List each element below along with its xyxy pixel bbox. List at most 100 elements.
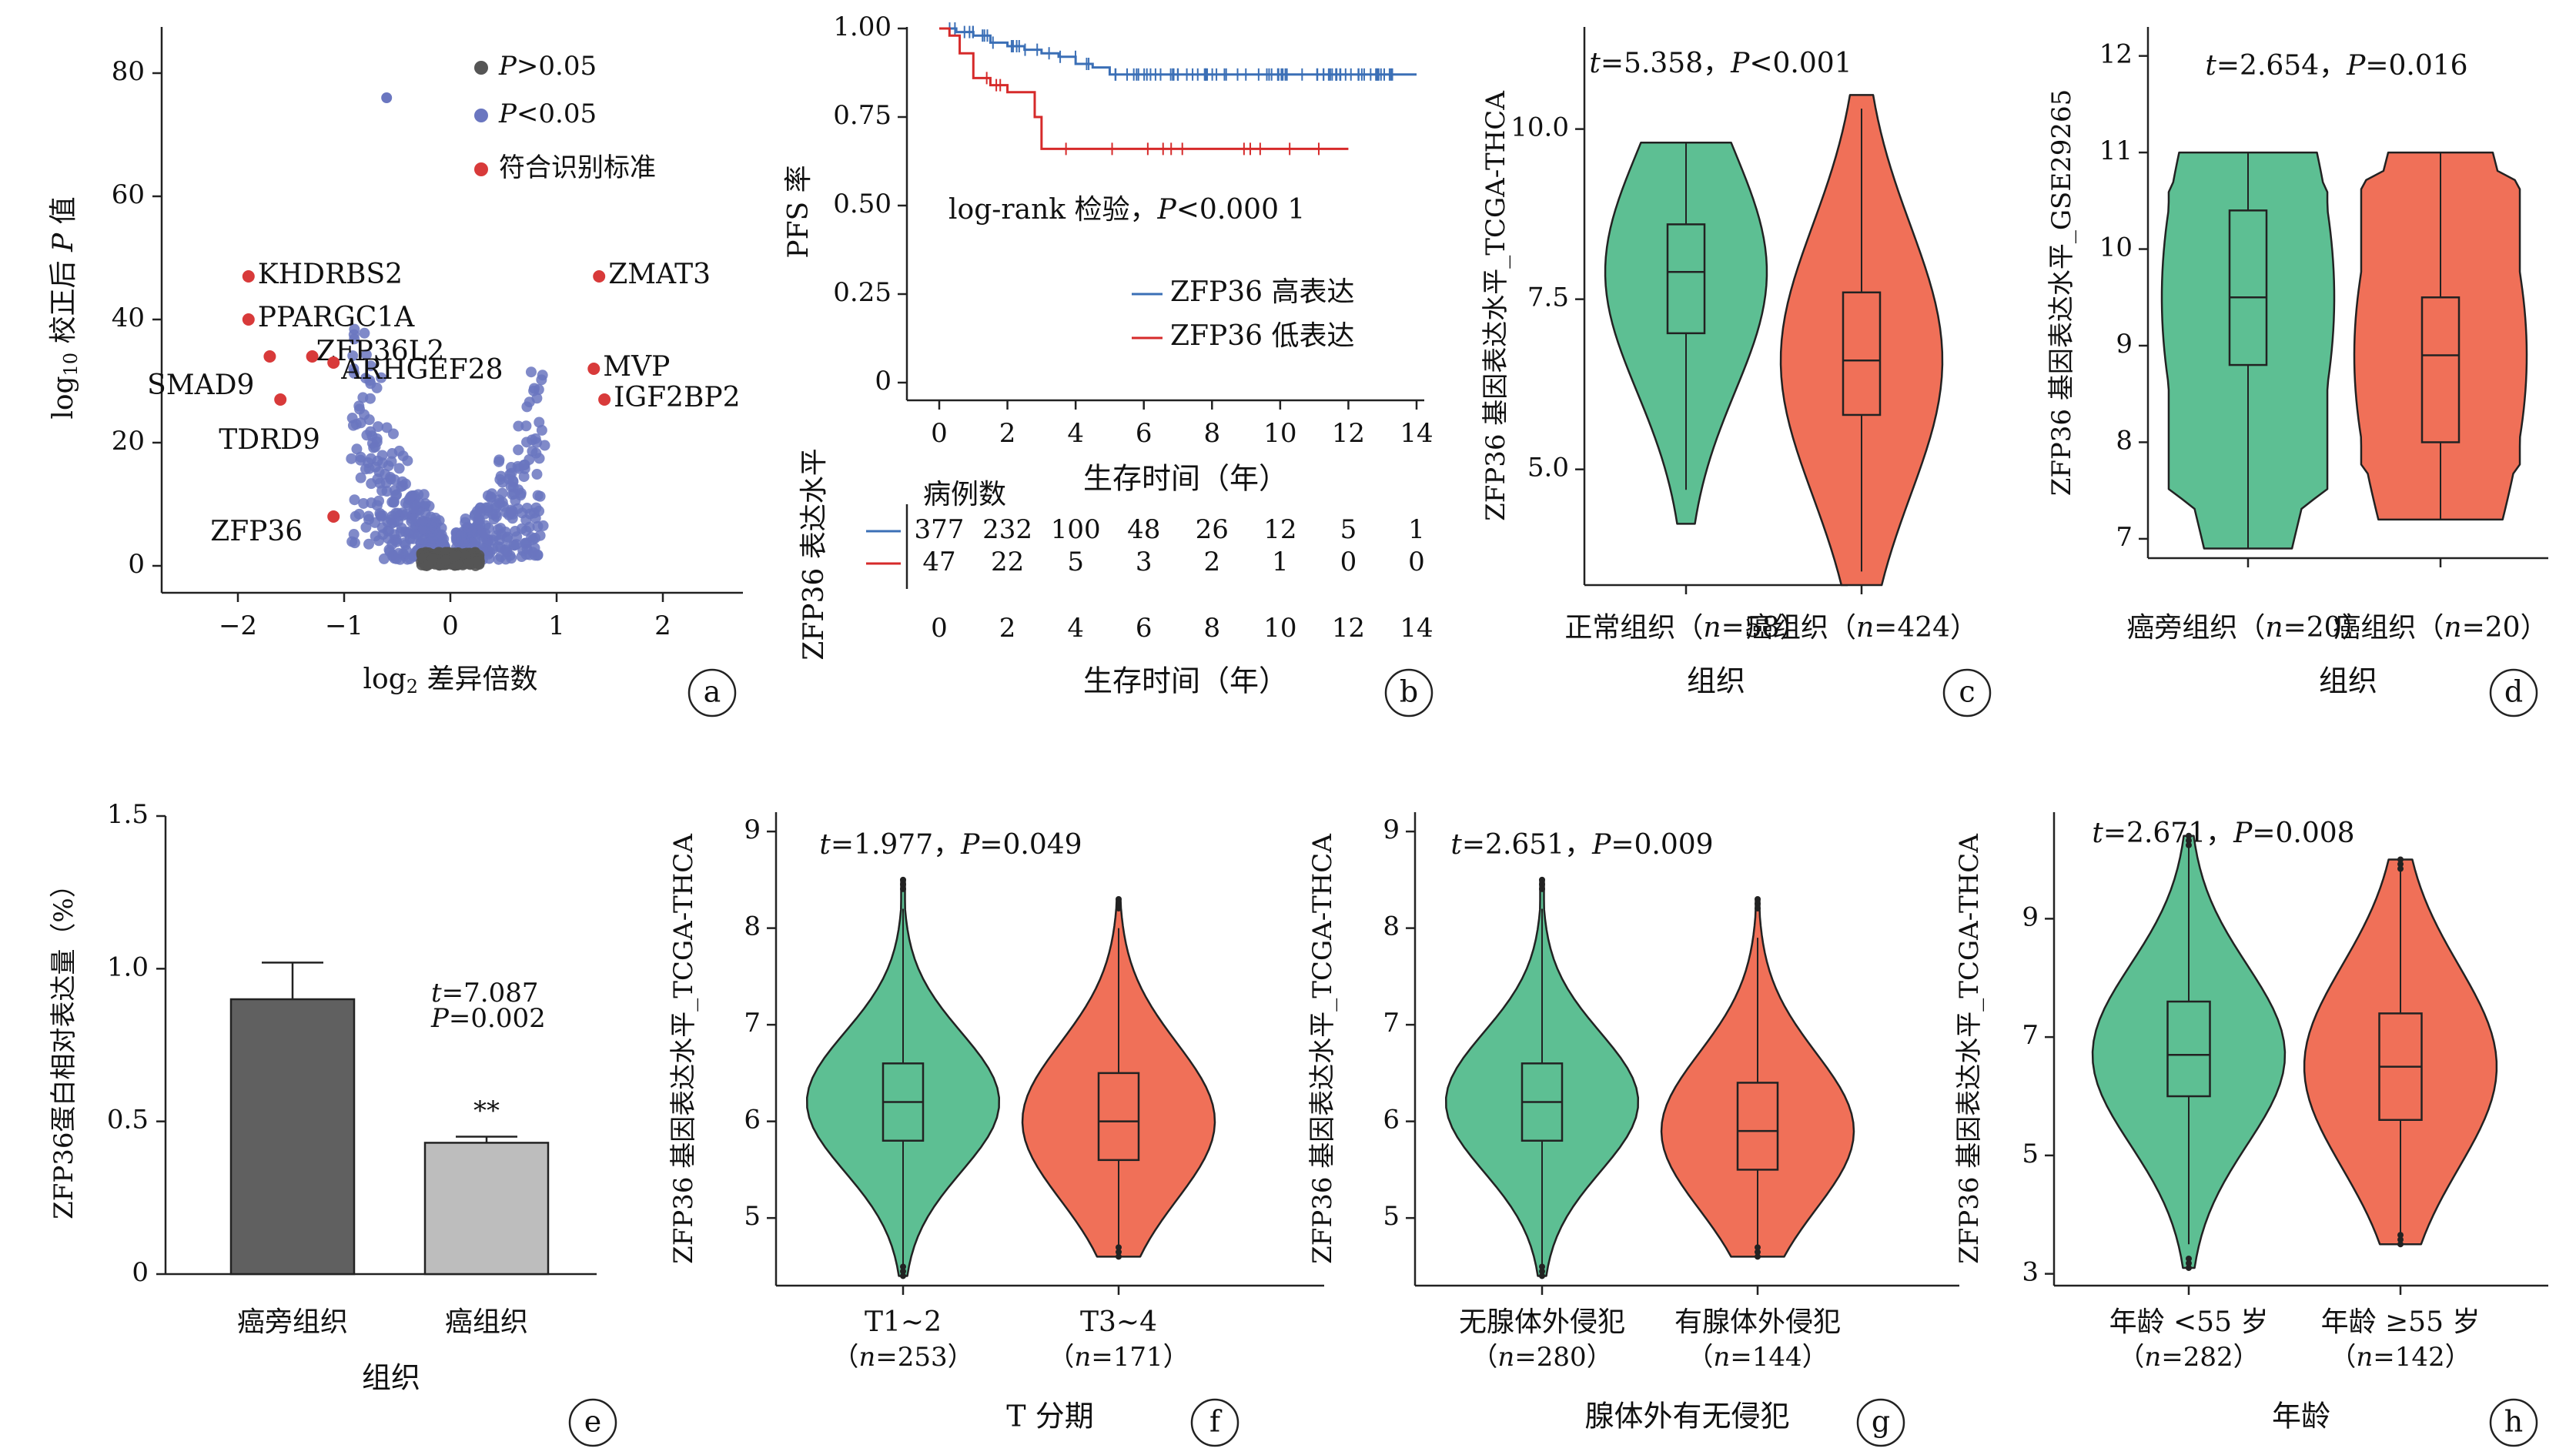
- outlier-point: [1755, 1244, 1761, 1251]
- scatter-point: [534, 490, 546, 502]
- x-tick-label: 2: [654, 610, 671, 641]
- panel-badge: [1856, 1398, 1905, 1447]
- legend-marker: [474, 162, 488, 176]
- scatter-point: [497, 487, 508, 499]
- outlier-point: [2397, 1236, 2404, 1243]
- legend-marker: [474, 61, 488, 75]
- x-tick-label: 年龄 ≥55 岁: [2321, 1306, 2481, 1338]
- scatter-point: [374, 508, 386, 520]
- point-label: ZFP36: [210, 516, 303, 547]
- scatter-point: [510, 525, 521, 537]
- stat-annotation: t=1.977，P=0.049: [819, 829, 1082, 861]
- outlier-point: [1116, 895, 1122, 902]
- x-tick-label: 癌组织（n=20）: [2333, 612, 2548, 644]
- x-tick-label: 癌组织（n=424）: [1745, 612, 1978, 644]
- y-tick-label: 0: [132, 1257, 149, 1288]
- scatter-point: [389, 553, 400, 564]
- x-tick-label: 0: [931, 418, 948, 449]
- scatter-point: [370, 461, 381, 473]
- scatter-point: [353, 400, 365, 412]
- y-tick-label: 7.5: [1527, 283, 1569, 313]
- scatter-point: [532, 520, 544, 532]
- x-axis-title: 腺体外有无侵犯: [1584, 1400, 1789, 1433]
- scatter-point: [365, 360, 376, 372]
- scatter-point: [534, 505, 545, 517]
- scatter-point: [467, 527, 478, 538]
- x-tick-label: 有腺体外侵犯: [1674, 1306, 1841, 1338]
- highlight-point: [274, 393, 287, 406]
- scatter-point: [520, 549, 532, 560]
- iqr-box: [1097, 1072, 1140, 1162]
- scatter-point: [386, 456, 397, 467]
- outlier-point: [900, 1268, 906, 1275]
- scatter-point: [370, 517, 381, 528]
- y-tick-label: 1.00: [833, 12, 892, 42]
- point-label: ARHGEF28: [340, 354, 503, 386]
- scatter-point: [381, 92, 393, 103]
- outlier-point: [2186, 1255, 2192, 1262]
- scatter-point: [493, 456, 504, 467]
- scatter-point: [524, 508, 536, 520]
- scatter-point: [440, 554, 452, 566]
- scatter-point: [521, 436, 533, 448]
- y-tick-label: 9: [1383, 814, 1400, 845]
- y-tick-label: 3: [2022, 1257, 2039, 1288]
- y-axis-title: ZFP36 基因表达水平_TCGA-THCA: [1480, 91, 1511, 521]
- x-tick-label: 14: [1400, 418, 1433, 449]
- table-cell: 377: [915, 514, 965, 545]
- panel-badge: [1942, 668, 1992, 717]
- x-tick-label: T1~2: [865, 1306, 942, 1338]
- scatter-point: [365, 453, 376, 464]
- y-tick-label: 0.75: [833, 100, 892, 131]
- iqr-box: [2420, 296, 2461, 443]
- scatter-point: [517, 507, 528, 519]
- table-cell: 48: [1127, 514, 1160, 545]
- panel-label: g: [1872, 1405, 1890, 1439]
- outlier-point: [2397, 861, 2404, 868]
- y-axis-title: log10 校正后 P 值: [48, 196, 82, 419]
- scatter-point: [408, 528, 420, 540]
- scatter-point: [536, 374, 547, 386]
- table-cell: 3: [1136, 547, 1153, 577]
- outlier-point: [2186, 1259, 2192, 1266]
- outlier-point: [900, 876, 906, 883]
- iqr-box: [1666, 223, 1706, 335]
- scatter-point: [501, 547, 513, 558]
- significance-mark: **: [473, 1095, 500, 1126]
- x-tick-label: 正常组织（n=58）: [1564, 612, 1807, 644]
- scatter-point: [365, 426, 376, 437]
- table-cell: 26: [1196, 514, 1229, 545]
- scatter-point: [449, 550, 460, 562]
- y-tick-label: 6: [1383, 1105, 1400, 1136]
- x-tick-label: 2: [999, 418, 1016, 449]
- panel-f-violin: 5 6 7 8 9 ZFP36 基因表达水平_TCGA-THCA t=1.977，P=0.0…: [668, 812, 1324, 1447]
- scatter-point: [534, 453, 545, 464]
- scatter-point: [400, 509, 412, 520]
- outlier-point: [2186, 832, 2192, 839]
- table-x-tick-label: 4: [1067, 613, 1084, 644]
- scatter-point: [348, 367, 360, 379]
- x-tick-label: 4: [1067, 418, 1084, 449]
- scatter-point: [371, 382, 383, 393]
- y-tick-label: 5: [2022, 1139, 2039, 1169]
- scatter-point: [357, 392, 369, 403]
- scatter-point: [520, 537, 531, 549]
- panel-g-violin: 5 6 7 8 9 ZFP36 基因表达水平_TCGA-THCA t=2.651，P=0.0…: [1307, 812, 1959, 1447]
- violin-orange: [1660, 895, 1855, 1260]
- scatter-point: [507, 508, 519, 520]
- outlier-point: [900, 1263, 906, 1270]
- group-n-label: （n=282）: [2118, 1342, 2259, 1373]
- legend-label: ZFP36 高表达: [1170, 276, 1354, 308]
- panel-label: c: [1959, 675, 1975, 709]
- x-tick-label: 8: [1203, 418, 1220, 449]
- highlight-point: [587, 363, 601, 375]
- outlier-point: [1755, 1253, 1761, 1260]
- point-label: SMAD9: [147, 370, 254, 401]
- scatter-point: [404, 553, 416, 564]
- scatter-point: [363, 538, 374, 550]
- panel-badge: [568, 1398, 617, 1447]
- iqr-box: [1736, 1082, 1779, 1171]
- legend: ZFP36 高表达 ZFP36 低表达: [1132, 276, 1354, 352]
- panel-label: b: [1400, 675, 1418, 709]
